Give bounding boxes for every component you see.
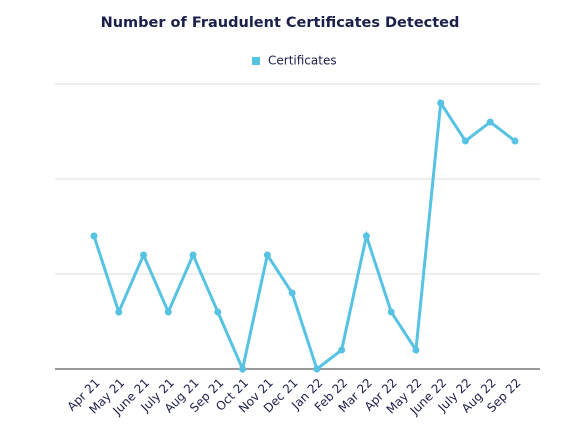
data-point xyxy=(288,289,296,297)
legend-swatch xyxy=(252,57,260,65)
legend-label: Certificates xyxy=(268,54,337,68)
data-point xyxy=(437,99,445,107)
data-point xyxy=(115,308,123,316)
data-point xyxy=(362,232,370,240)
data-point xyxy=(412,346,420,354)
chart-title: Number of Fraudulent Certificates Detect… xyxy=(101,15,460,31)
data-point xyxy=(214,308,222,316)
data-point xyxy=(511,137,519,145)
data-point xyxy=(486,118,494,126)
data-point xyxy=(140,251,148,259)
data-point xyxy=(189,251,197,259)
series-line xyxy=(92,98,516,374)
data-point xyxy=(263,251,271,259)
data-point xyxy=(461,137,469,145)
data-point xyxy=(90,232,98,240)
data-point xyxy=(313,365,321,373)
data-point xyxy=(387,308,395,316)
data-point xyxy=(164,308,172,316)
data-point xyxy=(338,346,346,354)
data-point xyxy=(239,365,247,373)
